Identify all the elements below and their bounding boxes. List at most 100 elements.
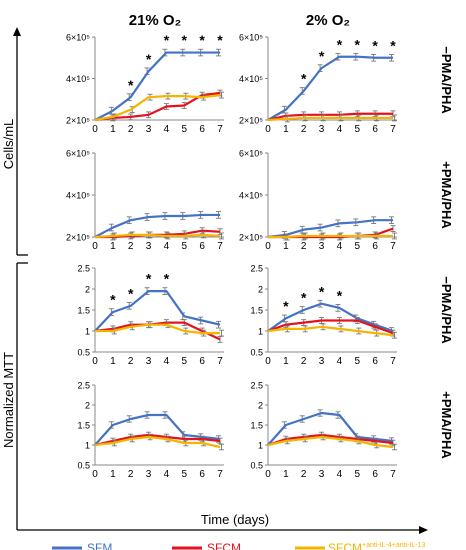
- panel-mtt-2-minus: 0.5 1 1.5 2 2.5 0 1 2 3 4 5 6 7 * * * *: [250, 264, 397, 367]
- y-tick-label: 1: [85, 441, 90, 451]
- y-tick-label: 0.5: [250, 461, 263, 471]
- row-title-1: −PMA/PHA: [439, 46, 454, 114]
- x-tick-label: 6: [372, 469, 378, 480]
- y-tick-label: 6×10⁵: [239, 33, 263, 43]
- series-line-sfcm-anti-il-4-anti-il-13: [267, 116, 393, 122]
- y-tick-label: 4×10⁵: [66, 74, 90, 84]
- y-tick-label: 2.5: [77, 381, 90, 391]
- significance-asterisk: *: [390, 37, 396, 53]
- ylabel-top-arrowhead: [13, 27, 21, 36]
- x-tick-label: 1: [283, 356, 289, 367]
- series-line-sfm: [267, 302, 394, 333]
- y-tick-label: 2.5: [250, 381, 263, 391]
- x-tick-label: 5: [182, 356, 188, 367]
- significance-asterisk: *: [355, 36, 361, 52]
- panel-cells-21-plus: 2×10⁵ 4×10⁵ 6×10⁵ 0 1 2 3 4 5 6 7: [66, 149, 224, 252]
- x-tick-label: 5: [355, 356, 361, 367]
- y-tick-label: 6×10⁵: [66, 33, 90, 43]
- panel-mtt-2-plus: 0.5 1 1.5 2 2.5 0 1 2 3 4 5 6 7: [250, 381, 397, 480]
- significance-asterisk: *: [128, 285, 134, 301]
- legend-label-sfm: SFM: [87, 541, 112, 550]
- x-tick-label: 4: [164, 469, 170, 480]
- significance-asterisk: *: [217, 32, 223, 48]
- x-tick-label: 2: [301, 124, 307, 135]
- x-tick-label: 5: [182, 469, 188, 480]
- x-tick-label: 5: [355, 469, 361, 480]
- x-tick-label: 7: [217, 241, 223, 252]
- x-tick-label: 6: [372, 241, 378, 252]
- x-tick-label: 6: [199, 469, 205, 480]
- significance-asterisk: *: [372, 37, 378, 53]
- y-tick-label: 2: [258, 285, 263, 295]
- y-tick-label: 4×10⁵: [239, 74, 263, 84]
- legend-label-sfcm-anti: SFCM+anti-IL-4+anti-IL-13: [328, 541, 426, 550]
- significance-asterisk: *: [337, 36, 343, 52]
- x-tick-label: 7: [217, 469, 223, 480]
- legend-label-sfcm-anti-sup: +anti-IL-4+anti-IL-13: [362, 542, 426, 549]
- panel-cells-2-minus: 2×10⁵ 4×10⁵ 6×10⁵ 0 1 2 3 4 5 6 7 * * * * * *: [239, 33, 397, 135]
- x-tick-label: 6: [199, 124, 205, 135]
- x-tick-label: 1: [110, 469, 116, 480]
- y-tick-label: 6×10⁵: [66, 149, 90, 159]
- ylabel-top: Cells/mL: [1, 119, 16, 170]
- x-tick-label: 0: [92, 124, 98, 135]
- y-tick-label: 0.5: [250, 348, 263, 358]
- series-line-sfm: [267, 411, 394, 446]
- panel-mtt-21-plus: 0.5 1 1.5 2 2.5 0 1 2 3 4 5 6 7: [77, 381, 224, 480]
- x-tick-label: 0: [265, 469, 271, 480]
- y-tick-label: 4×10⁵: [66, 191, 90, 201]
- significance-asterisk: *: [283, 298, 289, 314]
- x-tick-label: 6: [199, 241, 205, 252]
- x-tick-label: 3: [319, 124, 325, 135]
- x-tick-label: 5: [182, 241, 188, 252]
- y-tick-label: 1: [258, 441, 263, 451]
- x-tick-label: 1: [283, 124, 289, 135]
- x-tick-label: 4: [337, 124, 343, 135]
- significance-asterisk: *: [319, 283, 325, 299]
- x-tick-label: 0: [92, 241, 98, 252]
- row-title-2: +PMA/PHA: [439, 161, 454, 229]
- series-line-sfcm: [267, 319, 394, 335]
- x-tick-label: 0: [92, 469, 98, 480]
- ylabel-bottom: Normalized MTT: [1, 352, 16, 448]
- y-tick-label: 2×10⁵: [239, 233, 263, 243]
- legend-label-sfcm: SFCM: [207, 541, 241, 550]
- row-title-3: −PMA/PHA: [439, 276, 454, 344]
- y-tick-label: 2×10⁵: [66, 233, 90, 243]
- x-tick-label: 7: [390, 124, 396, 135]
- panel-cells-2-plus: 2×10⁵ 4×10⁵ 6×10⁵ 0 1 2 3 4 5 6 7: [239, 149, 397, 252]
- x-tick-label: 7: [217, 356, 223, 367]
- x-tick-label: 4: [337, 356, 343, 367]
- y-tick-label: 0.5: [77, 348, 90, 358]
- legend-label-sfcm-anti-base: SFCM: [328, 541, 362, 550]
- x-tick-label: 2: [301, 241, 307, 252]
- y-tick-label: 1: [85, 327, 90, 337]
- significance-asterisk: *: [301, 290, 307, 306]
- significance-asterisk: *: [337, 288, 343, 304]
- series-line-sfcm-anti-il-4-anti-il-13: [95, 323, 220, 335]
- x-tick-label: 4: [337, 241, 343, 252]
- y-tick-label: 1.5: [250, 306, 263, 316]
- series-line-sfcm-anti-il-4-anti-il-13: [94, 94, 221, 122]
- x-tick-label: 3: [146, 469, 152, 480]
- y-tick-label: 2×10⁵: [239, 116, 263, 126]
- x-tick-label: 1: [110, 124, 116, 135]
- y-tick-label: 2×10⁵: [66, 116, 90, 126]
- x-tick-label: 3: [319, 241, 325, 252]
- series-line-sfm: [94, 51, 220, 121]
- x-tick-label: 2: [128, 469, 134, 480]
- significance-asterisk: *: [146, 271, 152, 287]
- y-tick-label: 4×10⁵: [239, 191, 263, 201]
- panel-cells-21-minus: 2×10⁵ 4×10⁵ 6×10⁵ 0 1 2 3 4 5 6 7 * * * * * *: [66, 32, 224, 135]
- x-tick-label: 4: [164, 241, 170, 252]
- xlabel: Time (days): [201, 512, 269, 527]
- significance-asterisk: *: [164, 271, 170, 287]
- x-tick-label: 6: [199, 356, 205, 367]
- x-tick-label: 5: [355, 124, 361, 135]
- y-tick-label: 2.5: [77, 264, 90, 274]
- x-tick-label: 0: [265, 356, 271, 367]
- y-tick-label: 1.5: [77, 306, 90, 316]
- x-tick-label: 6: [372, 356, 378, 367]
- col-title-2: 2% O₂: [306, 12, 350, 29]
- x-tick-label: 7: [217, 124, 223, 135]
